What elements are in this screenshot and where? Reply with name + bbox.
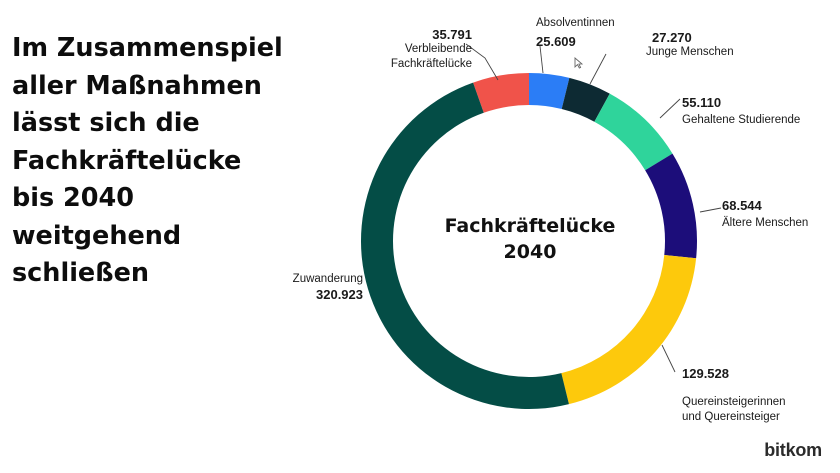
slice-name: Quereinsteigerinnen <box>682 395 786 410</box>
leader-line <box>660 99 680 118</box>
slice-label-verbleibende: 35.791 Verbleibende Fachkräftelücke <box>391 27 472 72</box>
slice-value: 55.110 <box>682 95 800 110</box>
slice-value: 35.791 <box>391 27 472 42</box>
donut-slice <box>645 154 697 259</box>
slice-name: Ältere Menschen <box>722 216 808 231</box>
slice-name: und Quereinsteiger <box>682 410 786 425</box>
donut-slice <box>561 255 696 404</box>
slice-name: Junge Menschen <box>646 45 734 60</box>
slice-label-junge-menschen: 27.270 Junge Menschen <box>646 30 734 60</box>
slice-value: 25.609 <box>536 34 615 49</box>
slice-name: Zuwanderung <box>293 272 363 287</box>
leader-line <box>700 208 721 212</box>
slice-label-gehaltene-studierende: 55.110 Gehaltene Studierende <box>682 95 800 128</box>
slice-value: 27.270 <box>652 30 734 45</box>
donut-slice <box>594 94 672 171</box>
bitkom-logo: bitkom <box>764 440 822 461</box>
chart-title-line: Fachkräftelücke <box>420 213 640 239</box>
mouse-cursor-icon <box>574 57 583 69</box>
slice-label-zuwanderung: Zuwanderung 320.923 <box>293 272 363 302</box>
slice-label-quereinsteiger: 129.528 Quereinsteigerinnen und Quereins… <box>682 366 786 425</box>
slice-name: Fachkräftelücke <box>391 57 472 72</box>
leader-line <box>590 54 606 84</box>
leader-line <box>662 345 675 372</box>
chart-title-line: 2040 <box>420 239 640 265</box>
slice-value: 320.923 <box>293 287 363 302</box>
slice-label-aeltere-menschen: 68.544 Ältere Menschen <box>722 198 808 231</box>
slice-name: Verbleibende <box>391 42 472 57</box>
slice-value: 129.528 <box>682 366 786 381</box>
slice-label-absolventinnen: Absolventinnen 25.609 <box>536 16 615 49</box>
chart-title: Fachkräftelücke 2040 <box>420 213 640 265</box>
slice-value: 68.544 <box>722 198 808 213</box>
slice-name: Gehaltene Studierende <box>682 113 800 128</box>
leader-line <box>540 46 543 73</box>
slice-name: Absolventinnen <box>536 16 615 31</box>
